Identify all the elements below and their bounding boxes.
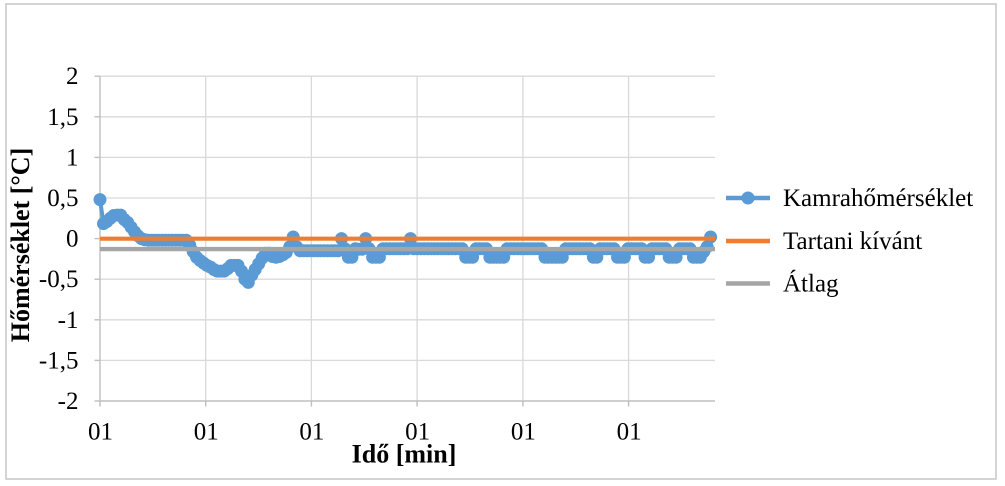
svg-text:-1: -1: [58, 307, 79, 334]
svg-text:Tartani kívánt: Tartani kívánt: [783, 228, 922, 255]
svg-text:01: 01: [511, 419, 536, 446]
svg-text:01: 01: [405, 419, 430, 446]
svg-text:01: 01: [617, 419, 642, 446]
svg-text:1,5: 1,5: [47, 104, 78, 131]
svg-text:0,5: 0,5: [47, 185, 78, 212]
svg-text:Átlag: Átlag: [783, 270, 839, 298]
svg-text:-2: -2: [58, 388, 79, 415]
svg-text:Kamrahőmérséklet: Kamrahőmérséklet: [783, 185, 973, 212]
svg-text:Hőmérséklet [°C]: Hőmérséklet [°C]: [6, 148, 35, 343]
svg-text:01: 01: [299, 419, 324, 446]
svg-text:-1,5: -1,5: [39, 347, 79, 374]
svg-text:01: 01: [88, 419, 113, 446]
svg-text:0: 0: [66, 226, 79, 253]
svg-text:01: 01: [194, 419, 219, 446]
svg-text:1: 1: [66, 144, 79, 171]
svg-text:-0,5: -0,5: [39, 266, 79, 293]
svg-text:2: 2: [66, 63, 79, 90]
svg-text:Idő [min]: Idő [min]: [352, 440, 457, 469]
